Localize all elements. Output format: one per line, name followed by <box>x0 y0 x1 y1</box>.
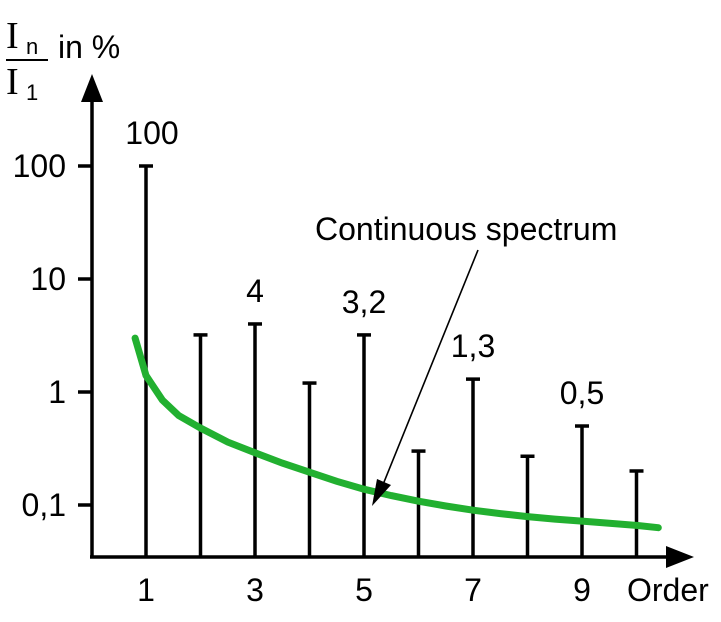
x-tick-label-2: 5 <box>355 572 373 608</box>
y-tick-label-2: 1 <box>48 374 66 410</box>
annotation-arrowhead <box>372 479 391 506</box>
continuous-spectrum-label: Continuous spectrum <box>315 211 617 247</box>
continuous-spectrum-curve <box>131 334 662 532</box>
x-tick-label-1: 3 <box>246 572 264 608</box>
data-label-order-3: 4 <box>246 273 264 309</box>
x-tick-label-0: 1 <box>137 572 155 608</box>
y-ticks: 100 10 1 0,1 <box>13 148 92 523</box>
y-tick-label-0: 100 <box>13 148 66 184</box>
y-title-numerator-sub: n <box>26 34 38 59</box>
data-label-order-7: 1,3 <box>451 328 495 364</box>
y-tick-label-1: 10 <box>30 261 66 297</box>
x-tick-label-4: 9 <box>573 572 591 608</box>
y-title-denominator: I <box>6 61 19 103</box>
y-title-numerator: I <box>6 15 19 57</box>
y-axis-arrow <box>81 74 103 102</box>
annotation-leader-line <box>379 249 479 493</box>
x-axis-title: Order <box>627 572 709 608</box>
data-label-order-1: 100 <box>125 115 178 151</box>
y-title-denominator-sub: 1 <box>26 80 38 105</box>
x-axis-arrow <box>666 546 694 568</box>
y-title-unit: in % <box>58 29 120 65</box>
x-ticks: 1 3 5 7 9 <box>137 572 591 608</box>
data-label-order-5: 3,2 <box>342 284 386 320</box>
harmonic-stems: 100 4 3,2 1,3 0,5 <box>125 115 644 557</box>
data-label-order-9: 0,5 <box>560 375 604 411</box>
x-tick-label-3: 7 <box>464 572 482 608</box>
y-axis-title: I n I 1 in % <box>6 15 120 105</box>
y-tick-label-3: 0,1 <box>22 487 66 523</box>
